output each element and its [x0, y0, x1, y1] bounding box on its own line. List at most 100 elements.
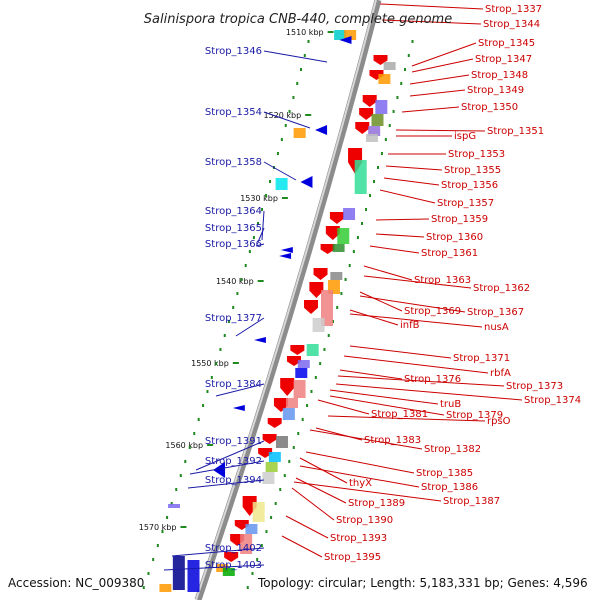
- position-dot: [256, 222, 259, 225]
- gene-block: [275, 436, 288, 448]
- position-dot: [336, 306, 339, 309]
- gene-arrow: [234, 520, 249, 530]
- position-dot: [270, 516, 273, 519]
- gene-block: [332, 244, 345, 252]
- gene-label-left: Strop_1364: [205, 206, 262, 217]
- position-dot: [369, 194, 372, 197]
- position-dot: [340, 292, 343, 295]
- position-dot: [248, 250, 251, 253]
- position-dot: [170, 502, 173, 505]
- gene-label-right: Strop_1349: [467, 85, 524, 96]
- position-dot: [301, 418, 304, 421]
- gene-label-right: Strop_1386: [421, 482, 478, 493]
- gene-label-right: Strop_1371: [453, 353, 510, 364]
- leader-line: [383, 177, 440, 186]
- gene-block: [262, 472, 275, 484]
- gene-block: [334, 30, 347, 40]
- gene-label-right: Strop_1353: [448, 149, 505, 160]
- position-dot: [319, 362, 322, 365]
- leader-line: [189, 460, 265, 475]
- gene-block: [187, 560, 200, 592]
- gene-arrow-reverse: [280, 247, 293, 253]
- leader-line: [349, 309, 399, 326]
- position-dot: [197, 418, 200, 421]
- position-dot: [179, 474, 182, 477]
- leader-line: [255, 243, 265, 247]
- position-dot: [327, 334, 330, 337]
- position-dot: [360, 222, 363, 225]
- gene-arrow: [280, 378, 295, 396]
- gene-arrow: [320, 244, 335, 254]
- gene-block: [343, 208, 356, 220]
- leader-line: [317, 399, 370, 415]
- leader-line: [263, 50, 328, 63]
- position-dot: [400, 82, 403, 85]
- leader-line: [291, 487, 335, 521]
- gene-block: [320, 290, 333, 326]
- gene-block: [159, 584, 172, 592]
- gene-block: [354, 160, 367, 194]
- position-dot: [206, 390, 209, 393]
- gene-label-right: Strop_1355: [444, 165, 501, 176]
- position-dot: [300, 68, 303, 71]
- gene-block: [378, 74, 391, 84]
- leader-line: [349, 313, 483, 328]
- gene-arrow: [224, 552, 239, 562]
- position-dots: [142, 40, 414, 589]
- gene-label-right: rbfA: [490, 368, 511, 379]
- position-dot: [279, 488, 282, 491]
- position-dot: [348, 264, 351, 267]
- gene-arrow: [329, 212, 344, 224]
- gene-block: [222, 568, 235, 576]
- gene-arrow: [258, 448, 273, 458]
- position-dot: [411, 40, 414, 43]
- position-dot: [307, 40, 310, 43]
- leader-line: [261, 210, 265, 241]
- position-dot: [377, 166, 380, 169]
- leader-line: [299, 465, 420, 488]
- leader-line: [379, 189, 436, 204]
- topology-text: Topology: circular; Length: 5,183,331 bp…: [257, 576, 588, 590]
- leader-line: [315, 427, 363, 441]
- gene-label-right: infB: [400, 320, 420, 331]
- position-dot: [251, 572, 254, 575]
- leader-line: [337, 375, 505, 387]
- gene-block: [337, 228, 350, 244]
- gene-label-left: Strop_1354: [205, 107, 262, 118]
- gene-label-right: Strop_1361: [421, 248, 478, 259]
- gene-block: [297, 360, 310, 368]
- gene-label-right: truB: [440, 399, 461, 410]
- position-dot: [188, 446, 191, 449]
- leader-line: [375, 218, 430, 221]
- position-dot: [284, 124, 287, 127]
- position-dot: [292, 446, 295, 449]
- position-dot: [236, 292, 239, 295]
- gene-label-right: Strop_1344: [483, 19, 540, 30]
- gene-arrow-reverse: [300, 176, 313, 188]
- gene-arrow: [309, 282, 324, 298]
- gene-features: [159, 30, 396, 592]
- gene-block: [330, 272, 343, 280]
- leader-line: [329, 395, 445, 416]
- position-dot: [373, 180, 376, 183]
- position-dot: [297, 432, 300, 435]
- position-dot: [288, 460, 291, 463]
- leader-line: [195, 440, 265, 471]
- chart-title: Salinispora tropica CNB-440, complete ge…: [144, 12, 452, 27]
- gene-block: [293, 128, 306, 138]
- position-dot: [396, 96, 399, 99]
- leader-line: [263, 111, 311, 129]
- position-dot: [184, 460, 187, 463]
- position-dot: [227, 320, 230, 323]
- gene-label-left: Strop_1377: [205, 313, 262, 324]
- leader-line: [335, 383, 523, 401]
- leader-line: [309, 429, 423, 450]
- leader-line: [385, 165, 443, 171]
- gene-block: [295, 368, 308, 378]
- leader-line: [343, 355, 489, 374]
- gene-block: [344, 30, 357, 40]
- leader-line: [305, 451, 415, 474]
- gene-label-left: Strop_1391: [205, 436, 262, 447]
- position-dot: [384, 138, 387, 141]
